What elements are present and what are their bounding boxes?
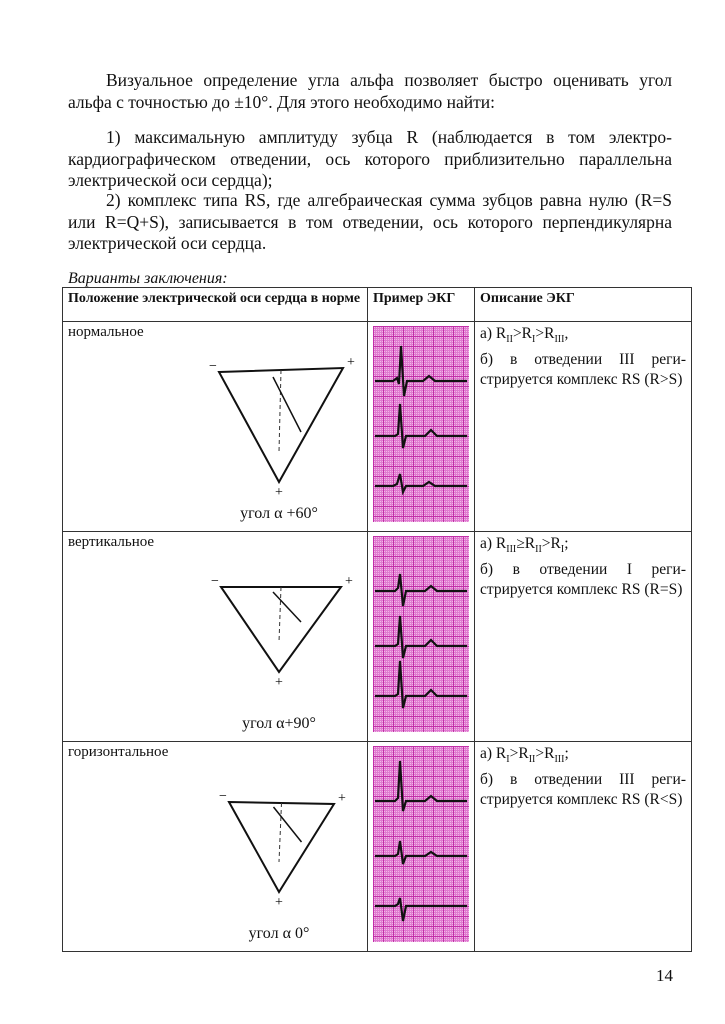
desc-text: а) R <box>480 535 507 552</box>
triangle-figure: − + + <box>209 355 355 500</box>
desc-text: а) R <box>480 745 507 762</box>
ecg-example-cell <box>367 321 475 532</box>
ecg-strip <box>373 326 469 522</box>
ecg-trace <box>375 345 467 397</box>
einthoven-triangle <box>227 800 336 894</box>
axis-table: Положение электрической оси сердца в нор… <box>62 287 692 952</box>
desc-text: >R <box>512 325 533 342</box>
triangle-figure: − + + <box>219 789 346 910</box>
ecg-trace <box>375 760 467 812</box>
axis-position-label: вертикальное <box>62 531 191 742</box>
ecg-strip <box>373 536 469 732</box>
desc-text: >R <box>535 325 555 342</box>
header-ecg-description: Описание ЭКГ <box>474 287 692 322</box>
paragraph-item-2: 2) комплекс типа RS, где алгебраическая … <box>68 190 672 253</box>
triangle-figure: − + + <box>211 574 353 690</box>
alpha-angle-label: угол α +60° <box>240 505 318 522</box>
desc-text: , <box>564 325 569 342</box>
plus-sign: + <box>345 574 353 589</box>
lead-subscript: III <box>554 334 565 346</box>
axis-position-label: нормальное <box>62 321 191 532</box>
table-row: нормальное − + + угол α +60° а) RII>RI>R… <box>62 321 692 532</box>
plus-sign: + <box>347 355 355 370</box>
desc-text: >R <box>535 745 555 762</box>
lead-subscript: II <box>528 754 536 766</box>
desc-rs-complex: б) в отведении I реги­стрируется комплек… <box>480 561 686 599</box>
desc-text: >R <box>541 535 561 552</box>
alpha-angle-label: угол α 0° <box>248 925 310 942</box>
desc-rs-complex: б) в отведении III реги­стрируется компл… <box>480 771 686 809</box>
plus-sign: + <box>338 791 346 806</box>
electrical-axis-arrow <box>272 806 303 843</box>
desc-rs-complex: б) в отведении III реги­стрируется компл… <box>480 351 686 389</box>
paragraph-intro: Визуальное определение угла альфа позвол… <box>68 70 672 112</box>
ecg-strip <box>373 746 469 942</box>
ecg-trace <box>375 840 467 865</box>
lead-subscript: II <box>535 544 542 556</box>
ecg-description: а) RII>RI>RIII, б) в отведении III реги­… <box>474 321 692 532</box>
lead-subscript: III <box>506 544 517 556</box>
minus-sign: − <box>211 574 219 589</box>
desc-text: ; <box>564 745 569 762</box>
ecg-trace <box>375 897 467 922</box>
ecg-description: а) RI>RII>RIII; б) в отведении III реги­… <box>474 741 692 952</box>
einthoven-triangle-diagram: − + + угол α 0° <box>191 741 368 952</box>
plus-sign: + <box>275 895 283 910</box>
ecg-trace <box>375 403 467 449</box>
desc-text: ≥R <box>516 535 536 552</box>
desc-text: а) R <box>480 325 507 342</box>
page-number: 14 <box>656 966 673 985</box>
desc-text: >R <box>509 745 529 762</box>
einthoven-triangle-diagram: − + + угол α +60° <box>191 321 368 532</box>
ecg-description: а) RIII≥RII>RI; б) в отведении I реги­ст… <box>474 531 692 742</box>
lead-subscript: I <box>532 334 536 346</box>
axis-projection <box>278 369 282 453</box>
electrical-axis-arrow <box>272 376 302 433</box>
lead-subscript: I <box>506 754 510 766</box>
axis-position-label: горизонтальное <box>62 741 191 952</box>
ecg-trace <box>375 615 467 659</box>
desc-amplitude-relation: а) RII>RI>RIII, <box>480 324 686 350</box>
desc-amplitude-relation: а) RIII≥RII>RI; <box>480 534 686 560</box>
plus-sign: + <box>275 675 283 690</box>
lead-subscript: II <box>506 334 513 346</box>
table-row: вертикальное − + + угол α+90° а) RIII≥RI… <box>62 531 692 742</box>
lead-subscript: I <box>560 544 565 556</box>
table-caption: Варианты заключения: <box>68 270 228 287</box>
ecg-example-cell <box>367 531 475 742</box>
axis-projection <box>278 802 282 863</box>
table-header-row: Положение электрической оси сердца в нор… <box>62 287 692 322</box>
table-row: горизонтальное − + + угол α 0° а) RI>RII… <box>62 741 692 952</box>
desc-amplitude-relation: а) RI>RII>RIII; <box>480 744 686 770</box>
einthoven-triangle-diagram: − + + угол α+90° <box>191 531 368 742</box>
axis-projection <box>278 586 282 643</box>
ecg-trace <box>375 660 467 709</box>
ecg-trace <box>375 573 467 607</box>
alpha-angle-label: угол α+90° <box>242 715 316 732</box>
minus-sign: − <box>219 789 227 804</box>
header-ecg-example: Пример ЭКГ <box>367 287 475 322</box>
header-position: Положение электрической оси сердца в нор… <box>62 287 368 322</box>
paragraph-item-1: 1) максимальную амплитуду зубца R (наблю… <box>68 127 672 190</box>
ecg-example-cell <box>367 741 475 952</box>
ecg-trace <box>375 473 467 496</box>
electrical-axis-arrow <box>272 591 302 623</box>
desc-text: ; <box>564 535 569 552</box>
plus-sign: + <box>275 485 283 500</box>
lead-subscript: III <box>554 754 565 766</box>
minus-sign: − <box>209 359 217 374</box>
